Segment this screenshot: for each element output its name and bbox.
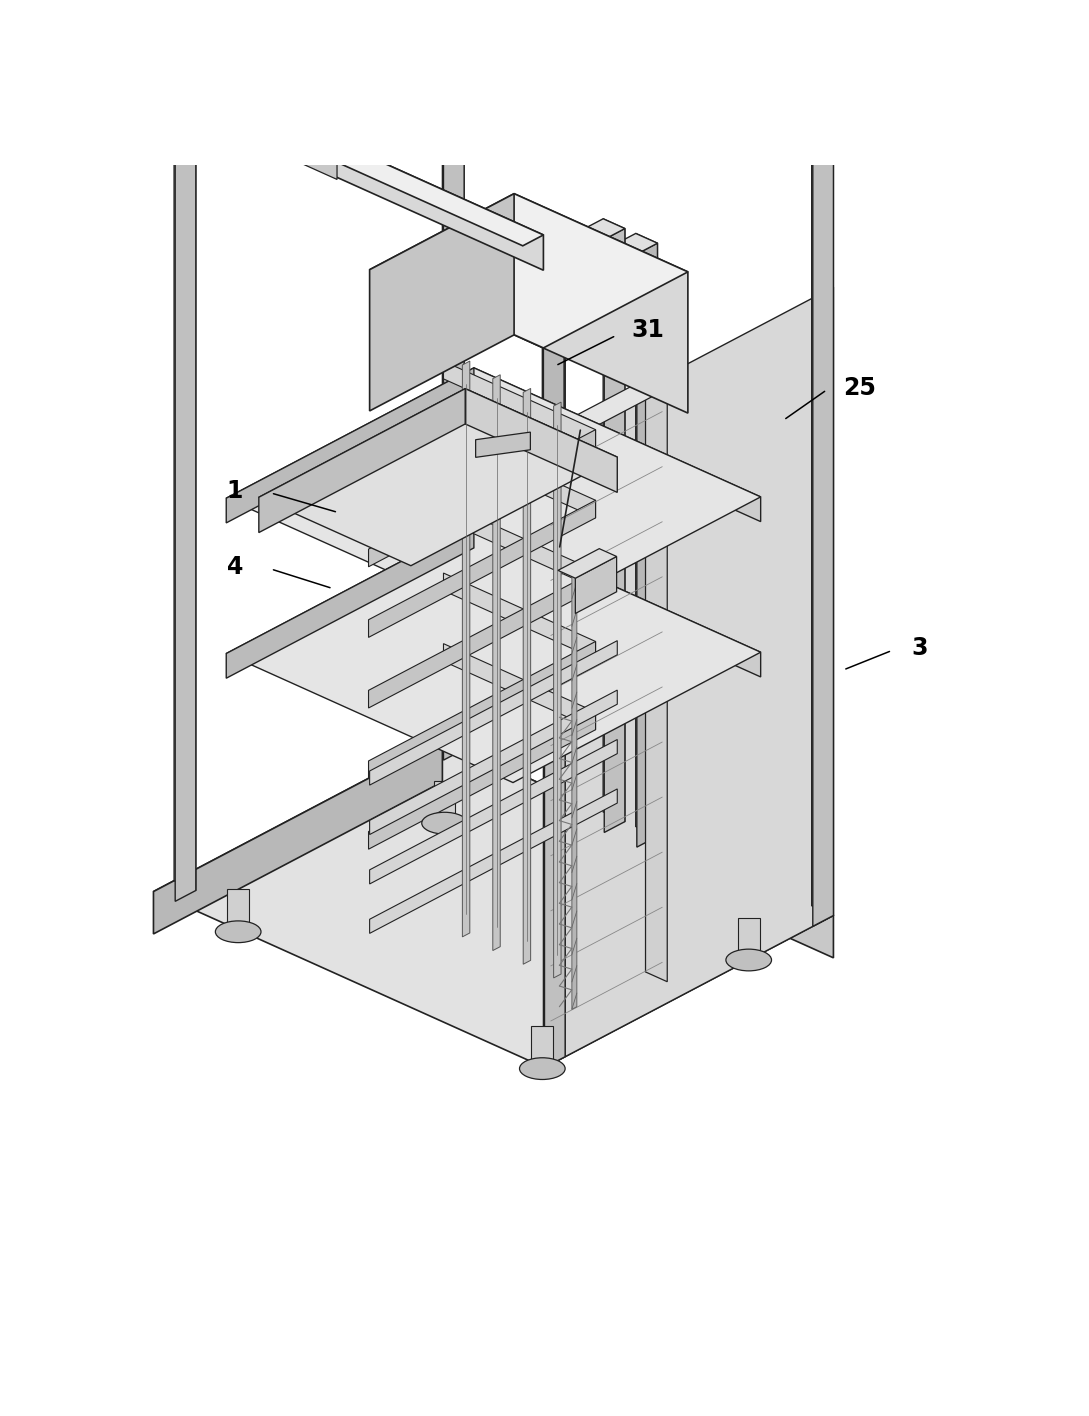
Polygon shape xyxy=(544,280,565,1068)
Ellipse shape xyxy=(421,813,467,834)
Text: 1: 1 xyxy=(227,479,243,503)
Polygon shape xyxy=(443,0,464,760)
Polygon shape xyxy=(443,361,596,447)
Polygon shape xyxy=(544,287,833,1068)
Polygon shape xyxy=(646,379,668,981)
Polygon shape xyxy=(544,91,553,105)
Polygon shape xyxy=(154,739,442,935)
Polygon shape xyxy=(603,218,625,821)
Polygon shape xyxy=(369,640,617,784)
Polygon shape xyxy=(228,889,249,932)
Polygon shape xyxy=(259,388,617,566)
Polygon shape xyxy=(227,106,337,159)
Polygon shape xyxy=(227,368,474,523)
Polygon shape xyxy=(271,24,358,135)
Polygon shape xyxy=(476,432,530,457)
Polygon shape xyxy=(526,379,668,452)
Polygon shape xyxy=(369,194,514,411)
Polygon shape xyxy=(543,337,564,489)
Polygon shape xyxy=(553,402,561,978)
Polygon shape xyxy=(523,388,530,964)
Polygon shape xyxy=(259,388,465,532)
Polygon shape xyxy=(811,129,833,916)
Polygon shape xyxy=(537,0,561,99)
Text: 3: 3 xyxy=(911,636,928,660)
Polygon shape xyxy=(174,103,196,891)
Polygon shape xyxy=(474,368,760,521)
Polygon shape xyxy=(154,739,833,1068)
Polygon shape xyxy=(368,571,596,708)
Polygon shape xyxy=(522,327,564,348)
Polygon shape xyxy=(465,388,617,493)
Polygon shape xyxy=(369,789,617,933)
Polygon shape xyxy=(542,327,564,479)
Polygon shape xyxy=(369,194,688,348)
Polygon shape xyxy=(558,548,616,578)
Polygon shape xyxy=(347,0,658,140)
Polygon shape xyxy=(368,712,596,850)
Text: 25: 25 xyxy=(843,375,876,399)
Ellipse shape xyxy=(519,1058,565,1079)
Polygon shape xyxy=(368,641,596,779)
Ellipse shape xyxy=(533,82,565,102)
Polygon shape xyxy=(369,739,617,884)
Polygon shape xyxy=(615,234,658,253)
Polygon shape xyxy=(368,429,596,566)
Polygon shape xyxy=(791,129,833,150)
Polygon shape xyxy=(443,573,596,658)
Text: 4: 4 xyxy=(227,555,243,579)
Polygon shape xyxy=(575,556,616,613)
Polygon shape xyxy=(227,368,760,627)
Polygon shape xyxy=(583,218,625,239)
Polygon shape xyxy=(175,78,196,125)
Ellipse shape xyxy=(726,949,771,971)
Polygon shape xyxy=(268,106,337,180)
Polygon shape xyxy=(227,523,474,678)
Ellipse shape xyxy=(533,0,565,3)
Polygon shape xyxy=(369,690,617,834)
Polygon shape xyxy=(175,113,196,902)
Polygon shape xyxy=(175,78,543,246)
Polygon shape xyxy=(637,244,658,847)
Polygon shape xyxy=(604,228,625,833)
Polygon shape xyxy=(154,103,196,125)
Ellipse shape xyxy=(216,920,261,943)
Polygon shape xyxy=(443,644,596,729)
Polygon shape xyxy=(543,270,565,1056)
Polygon shape xyxy=(812,139,833,926)
Polygon shape xyxy=(514,194,688,413)
Polygon shape xyxy=(196,78,543,270)
Polygon shape xyxy=(442,0,464,749)
Polygon shape xyxy=(738,918,759,960)
Polygon shape xyxy=(218,24,271,123)
Polygon shape xyxy=(218,24,358,92)
Polygon shape xyxy=(493,375,500,950)
Polygon shape xyxy=(443,432,596,518)
Polygon shape xyxy=(443,503,596,589)
Polygon shape xyxy=(347,0,485,147)
Text: 31: 31 xyxy=(632,319,664,343)
Polygon shape xyxy=(474,523,760,677)
Polygon shape xyxy=(227,523,760,783)
Polygon shape xyxy=(463,361,469,937)
Polygon shape xyxy=(442,739,833,957)
Polygon shape xyxy=(531,1027,553,1069)
Polygon shape xyxy=(485,0,658,153)
Polygon shape xyxy=(433,780,455,823)
Polygon shape xyxy=(636,234,658,837)
Polygon shape xyxy=(523,270,565,290)
Polygon shape xyxy=(572,569,577,1010)
Polygon shape xyxy=(368,500,596,637)
